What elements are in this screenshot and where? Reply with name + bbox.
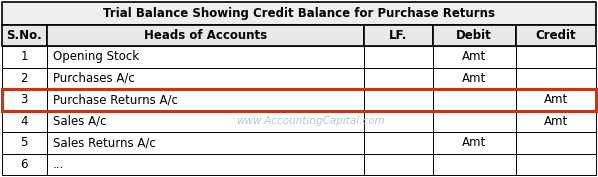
Bar — [2, 132, 47, 153]
Bar — [364, 110, 432, 132]
Text: Opening Stock: Opening Stock — [53, 50, 139, 63]
Bar — [2, 110, 47, 132]
Bar — [364, 46, 432, 67]
Text: ...: ... — [53, 158, 64, 171]
Text: 5: 5 — [20, 136, 28, 149]
Bar — [432, 110, 516, 132]
Bar — [516, 46, 596, 67]
Bar — [47, 67, 364, 89]
Bar — [432, 46, 516, 67]
Bar — [516, 89, 596, 110]
Bar — [364, 67, 432, 89]
Text: 4: 4 — [20, 115, 28, 128]
Bar — [364, 89, 432, 110]
Text: Purchases A/c: Purchases A/c — [53, 72, 135, 85]
Text: 2: 2 — [20, 72, 28, 85]
Text: Amt: Amt — [462, 72, 486, 85]
Text: www.AccountingCapital.com: www.AccountingCapital.com — [237, 116, 385, 126]
Text: 1: 1 — [20, 50, 28, 63]
Bar — [2, 2, 596, 25]
Text: 3: 3 — [20, 93, 28, 106]
Bar — [516, 25, 596, 46]
Bar — [2, 89, 596, 110]
Bar — [47, 46, 364, 67]
Bar — [2, 89, 47, 110]
Bar — [432, 67, 516, 89]
Text: Sales Returns A/c: Sales Returns A/c — [53, 136, 155, 149]
Text: Amt: Amt — [544, 115, 568, 128]
Bar — [2, 67, 47, 89]
Bar — [432, 153, 516, 175]
Text: Amt: Amt — [462, 50, 486, 63]
Bar — [364, 25, 432, 46]
Text: Trial Balance Showing Credit Balance for Purchase Returns: Trial Balance Showing Credit Balance for… — [103, 7, 495, 20]
Bar — [2, 46, 47, 67]
Bar — [47, 153, 364, 175]
Text: 6: 6 — [20, 158, 28, 171]
Text: Purchase Returns A/c: Purchase Returns A/c — [53, 93, 178, 106]
Bar — [516, 110, 596, 132]
Bar — [2, 25, 47, 46]
Text: Credit: Credit — [536, 29, 576, 42]
Bar — [364, 153, 432, 175]
Bar — [432, 89, 516, 110]
Bar — [516, 67, 596, 89]
Text: Debit: Debit — [456, 29, 492, 42]
Bar — [516, 132, 596, 153]
Bar — [47, 25, 364, 46]
Bar — [47, 132, 364, 153]
Bar — [2, 153, 47, 175]
Text: LF.: LF. — [389, 29, 408, 42]
Bar — [47, 89, 364, 110]
Text: Amt: Amt — [544, 93, 568, 106]
Text: Heads of Accounts: Heads of Accounts — [144, 29, 267, 42]
Bar — [47, 110, 364, 132]
Bar — [364, 132, 432, 153]
Text: Amt: Amt — [462, 136, 486, 149]
Bar — [432, 25, 516, 46]
Text: Sales A/c: Sales A/c — [53, 115, 106, 128]
Bar — [432, 132, 516, 153]
Text: S.No.: S.No. — [7, 29, 42, 42]
Bar — [516, 153, 596, 175]
